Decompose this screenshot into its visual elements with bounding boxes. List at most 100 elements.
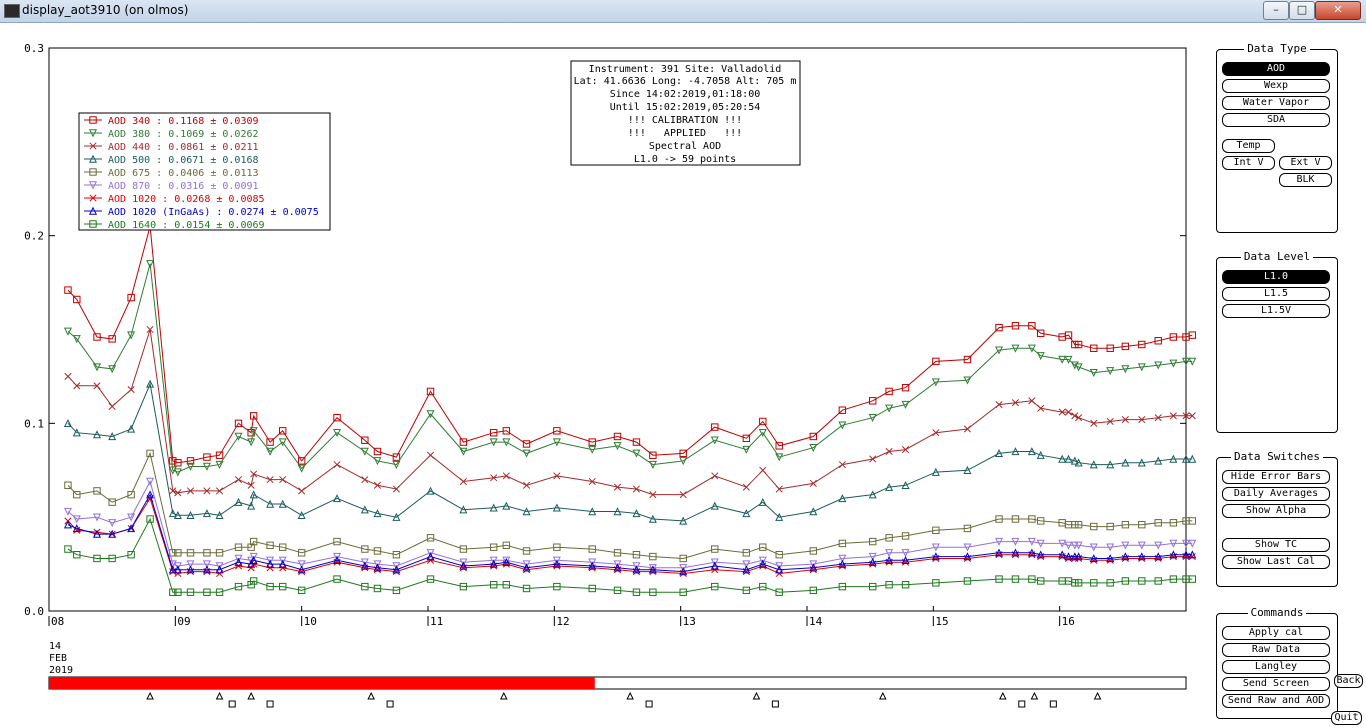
data-point (710, 561, 719, 570)
data-point (502, 560, 510, 568)
data-point (838, 461, 846, 469)
button-raw-data[interactable]: Raw Data (1222, 643, 1330, 657)
data-point (809, 563, 818, 572)
data-point (426, 387, 435, 396)
timeline-triangle-icon (247, 691, 255, 700)
data-point (963, 543, 972, 552)
data-point (1011, 537, 1020, 546)
data-point (1169, 519, 1178, 527)
data-point (215, 487, 224, 495)
data-point (1036, 352, 1045, 361)
data-point (502, 427, 511, 435)
button-show-alpha[interactable]: Show Alpha (1222, 504, 1330, 518)
data-point (1074, 579, 1083, 587)
button-send-screen[interactable]: Send Screen (1222, 677, 1330, 691)
button-apply-cal[interactable]: Apply cal (1222, 626, 1330, 640)
data-point (1074, 458, 1083, 467)
data-point (1154, 361, 1163, 370)
legend: AOD 340 : 0.1168 ± 0.0309 AOD 380 : 0.106… (78, 112, 331, 231)
button-l1-5v[interactable]: L1.5V (1222, 304, 1330, 318)
data-point (146, 260, 155, 269)
data-point (758, 556, 767, 565)
data-point (297, 586, 306, 595)
button-blk[interactable]: BLK (1279, 173, 1332, 187)
data-point (489, 559, 498, 568)
data-point (1074, 340, 1083, 349)
button-show-last-cal[interactable]: Show Last Cal (1222, 555, 1330, 569)
button-l1-5[interactable]: L1.5 (1222, 287, 1330, 301)
data-point (459, 558, 468, 567)
data-point (108, 365, 117, 374)
maximize-icon[interactable]: □ (1289, 1, 1315, 20)
button-send-raw-and-aod[interactable]: Send Raw and AOD (1222, 694, 1330, 708)
data-point (679, 449, 687, 458)
x-tick-label: 09 (177, 615, 190, 628)
y-axis: 0.0 0.1 0.2 0.3 (24, 42, 1186, 618)
data-point (459, 447, 468, 456)
data-point (522, 563, 531, 572)
series-line (67, 517, 1193, 593)
button-daily-averages[interactable]: Daily Averages (1222, 487, 1330, 501)
data-point (186, 588, 195, 596)
data-point (203, 487, 211, 495)
legend-marker (89, 168, 97, 176)
button-quit[interactable]: Quit (1331, 711, 1362, 725)
data-point (297, 565, 306, 574)
data-point (1074, 541, 1083, 550)
data-point (215, 510, 224, 519)
data-point (247, 501, 256, 510)
button-langley[interactable]: Langley (1222, 660, 1330, 674)
data-point (108, 402, 116, 410)
data-point (234, 476, 243, 484)
legend-label: AOD 675 : 0.0406 ± 0.0113 (108, 168, 259, 179)
button-l1-0[interactable]: L1.0 (1222, 270, 1330, 284)
data-point (502, 472, 510, 480)
button-water-vapor[interactable]: Water Vapor (1222, 96, 1330, 110)
button-back[interactable]: Back (1334, 674, 1363, 688)
data-point (588, 545, 596, 553)
data-point (174, 549, 182, 557)
data-point (373, 560, 382, 569)
data-point (297, 560, 306, 569)
button-temp[interactable]: Temp (1222, 139, 1275, 153)
timeline-square-icon (1018, 700, 1026, 708)
button-int-v[interactable]: Int V (1222, 156, 1275, 170)
data-point (1106, 543, 1115, 552)
data-point (426, 549, 435, 558)
data-point (333, 558, 341, 566)
data-point (279, 476, 287, 484)
data-point (648, 514, 657, 523)
data-point (809, 432, 818, 441)
data-point (186, 560, 195, 569)
data-point (1169, 333, 1178, 341)
data-point (1181, 550, 1191, 559)
minimize-icon[interactable]: – (1263, 1, 1289, 20)
info-line-1: Instrument: 391 Site: Valladolid (589, 64, 782, 75)
data-point (373, 457, 382, 466)
close-icon[interactable]: ✕ (1315, 1, 1361, 20)
legend-label: AOD 1020 (InGaAs) : 0.0274 ± 0.0075 (108, 207, 319, 218)
data-point (203, 453, 211, 461)
button-sda[interactable]: SDA (1222, 113, 1330, 127)
button-wexp[interactable]: Wexp (1222, 79, 1330, 93)
data-point (93, 382, 101, 390)
data-point (1090, 419, 1098, 427)
data-point (108, 519, 117, 528)
data-point (1071, 520, 1079, 529)
data-point (679, 564, 688, 573)
button-show-tc[interactable]: Show TC (1222, 538, 1330, 552)
data-point (1154, 456, 1163, 465)
button-ext-v[interactable]: Ext V (1279, 156, 1332, 170)
button-aod[interactable]: AOD (1222, 62, 1330, 76)
data-point (809, 586, 818, 595)
data-point (502, 438, 511, 447)
data-point (1137, 363, 1146, 372)
data-point (360, 505, 369, 514)
legend-label: AOD 1020 : 0.0268 ± 0.0085 (108, 194, 265, 205)
button-hide-error-bars[interactable]: Hide Error Bars (1222, 470, 1330, 484)
data-point (775, 442, 783, 450)
data-point (759, 543, 767, 551)
data-point (613, 507, 622, 516)
data-point (1154, 552, 1163, 561)
data-point (146, 379, 155, 388)
